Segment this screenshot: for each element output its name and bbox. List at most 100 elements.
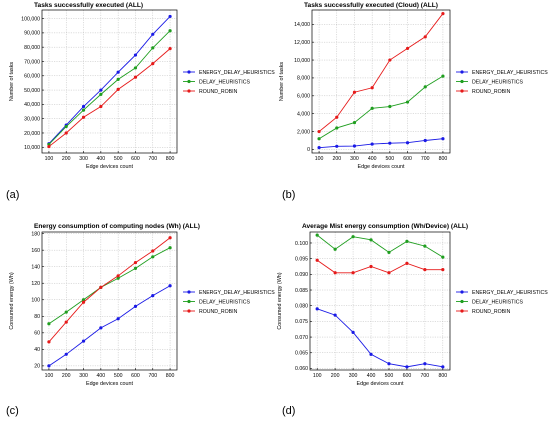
chart-b-xtick-label-0: 100 <box>315 156 324 162</box>
chart-a-legend-marker-2 <box>187 89 191 93</box>
chart-d-xtick-label-2: 300 <box>349 373 358 379</box>
chart-a-ytick-label-5: 60,000 <box>24 74 40 80</box>
chart-b-series-2-line <box>318 13 444 132</box>
chart-b-series-1-line <box>318 75 444 140</box>
chart-c-ytick-label-5: 120 <box>31 281 40 287</box>
chart-a-series-0-line <box>48 16 171 145</box>
chart-c-series-2-point-3 <box>99 285 103 289</box>
chart-d-legend-marker-0 <box>460 290 464 294</box>
chart-c-frame <box>41 231 178 371</box>
chart-c-ytick-label-1: 40 <box>34 347 40 353</box>
chart-b-legend-label-1: DELAY_HEURISTICS <box>472 79 523 85</box>
chart-d-legend-label-0: ENERGY_DELAY_HEURISTICS <box>472 290 548 296</box>
chart-d-legend-marker-2 <box>460 309 464 313</box>
panel-label-b: (b) <box>282 189 295 201</box>
chart-panel-c: Energy consumption of computing nodes (W… <box>9 223 275 387</box>
chart-b-ytick-label-3: 6,000 <box>297 94 310 100</box>
chart-b-series-1-point-0 <box>317 137 321 141</box>
chart-c-series-0-point-1 <box>64 352 68 356</box>
chart-c-plot-area <box>42 232 177 370</box>
chart-b-series-1-point-1 <box>335 126 339 130</box>
chart-a-series-0-point-6 <box>151 32 155 36</box>
chart-c-series-0-point-7 <box>168 284 172 288</box>
chart-c-series-2-point-6 <box>151 249 155 253</box>
chart-b-ytick-label-6: 12,000 <box>294 40 310 46</box>
chart-d-xlabel: Edge devices count <box>356 381 404 387</box>
chart-d-series-0-point-1 <box>333 313 337 317</box>
chart-c-series-2-point-2 <box>81 300 86 304</box>
chart-d-series-0-point-6 <box>423 362 427 366</box>
chart-d-xtick-label-1: 200 <box>331 373 340 379</box>
chart-b-ytick-label-7: 14,000 <box>294 22 310 28</box>
chart-a-series-1-line <box>48 30 171 145</box>
chart-c-series-2-point-0 <box>47 340 51 344</box>
chart-c-series-0-point-5 <box>133 304 138 308</box>
chart-a-xtick-label-1: 200 <box>62 156 71 162</box>
chart-a-series-2-point-7 <box>168 47 172 51</box>
chart-panel-d: Average Mist energy consumption (Wh/Devi… <box>277 223 548 387</box>
chart-d-legend-label-2: ROUND_ROBIN <box>472 309 511 315</box>
chart-d-series-2-point-4 <box>387 271 391 275</box>
chart-a-legend-marker-1 <box>187 79 191 84</box>
chart-d-series-2-point-6 <box>423 268 427 272</box>
chart-c-ytick-label-7: 160 <box>31 248 40 254</box>
chart-d-ytick-label-8: 0.100 <box>295 241 308 247</box>
chart-d-legend-marker-1 <box>460 299 464 304</box>
chart-d-series-0-point-5 <box>405 365 409 369</box>
chart-a-series-2-point-1 <box>64 131 68 135</box>
chart-d-series-0-point-2 <box>351 330 355 334</box>
chart-b-series-1-point-4 <box>388 104 392 109</box>
chart-c-series-0-point-2 <box>81 339 86 343</box>
chart-b-xtick-label-7: 800 <box>439 156 448 162</box>
chart-c-series-0-line <box>48 285 171 367</box>
chart-a-ytick-label-6: 70,000 <box>24 59 40 65</box>
chart-a-legend-marker-0 <box>187 70 191 74</box>
chart-c-series-0-point-0 <box>47 364 51 368</box>
chart-c-ytick-label-2: 60 <box>34 331 40 337</box>
chart-d-series-0-point-0 <box>315 307 319 311</box>
chart-c-legend-label-0: ENERGY_DELAY_HEURISTICS <box>199 290 275 296</box>
chart-b-xtick-label-5: 600 <box>403 156 412 162</box>
chart-c-ylabel: Consumed energy (Wh) <box>9 272 15 329</box>
chart-c-series-1-point-6 <box>151 255 155 259</box>
chart-b-series-0-point-3 <box>370 142 374 146</box>
panel-label-c: (c) <box>6 405 19 417</box>
chart-b-legend-marker-0 <box>460 70 464 74</box>
chart-d-ylabel: Consumed energy (Wh) <box>277 272 283 329</box>
chart-d-legend-label-1: DELAY_HEURISTICS <box>472 299 523 305</box>
chart-c-xtick-label-5: 600 <box>131 373 140 379</box>
panel-label-d: (d) <box>282 405 295 417</box>
chart-d-frame <box>309 231 451 371</box>
chart-b-series-2-point-7 <box>441 11 445 16</box>
chart-c-series-1-point-2 <box>81 298 86 302</box>
chart-b-series-0-point-5 <box>405 141 410 145</box>
chart-d-series-2-point-0 <box>315 258 319 262</box>
chart-c-xtick-label-1: 200 <box>62 373 71 379</box>
chart-c-series-2-point-5 <box>133 260 138 265</box>
chart-b-series-0-point-0 <box>317 146 321 150</box>
chart-a-series-0-point-3 <box>99 88 103 92</box>
chart-b-ytick-label-2: 4,000 <box>297 111 310 117</box>
chart-d-series-1-line <box>316 234 444 258</box>
chart-d-xtick-label-7: 800 <box>438 373 447 379</box>
chart-c-series-1-point-5 <box>133 266 138 270</box>
chart-d-ytick-label-2: 0.070 <box>295 335 308 341</box>
chart-d-plot-area <box>310 232 450 370</box>
chart-d-series-1-point-7 <box>441 255 445 259</box>
chart-c-legend-marker-2 <box>187 309 191 313</box>
chart-a-series-0-point-7 <box>168 14 172 19</box>
chart-a-xlabel: Edge devices count <box>86 164 134 170</box>
chart-c-xtick-label-3: 400 <box>97 373 106 379</box>
chart-c-xtick-label-2: 300 <box>79 373 88 379</box>
chart-d-series-1-point-0 <box>315 233 319 237</box>
chart-b-series-2-point-6 <box>423 35 427 39</box>
chart-b-legend-marker-2 <box>460 89 464 93</box>
chart-b-xlabel: Edge devices count <box>357 164 405 170</box>
chart-c-xtick-label-4: 500 <box>114 373 123 379</box>
chart-b-series-0-point-2 <box>352 144 357 148</box>
chart-a-series-0-point-2 <box>81 104 86 109</box>
chart-panel-a: Tasks successfully executed (ALL) 100 200 3… <box>9 2 275 170</box>
chart-d-series-2-point-2 <box>351 271 355 275</box>
chart-c-ytick-label-0: 20 <box>34 364 40 370</box>
